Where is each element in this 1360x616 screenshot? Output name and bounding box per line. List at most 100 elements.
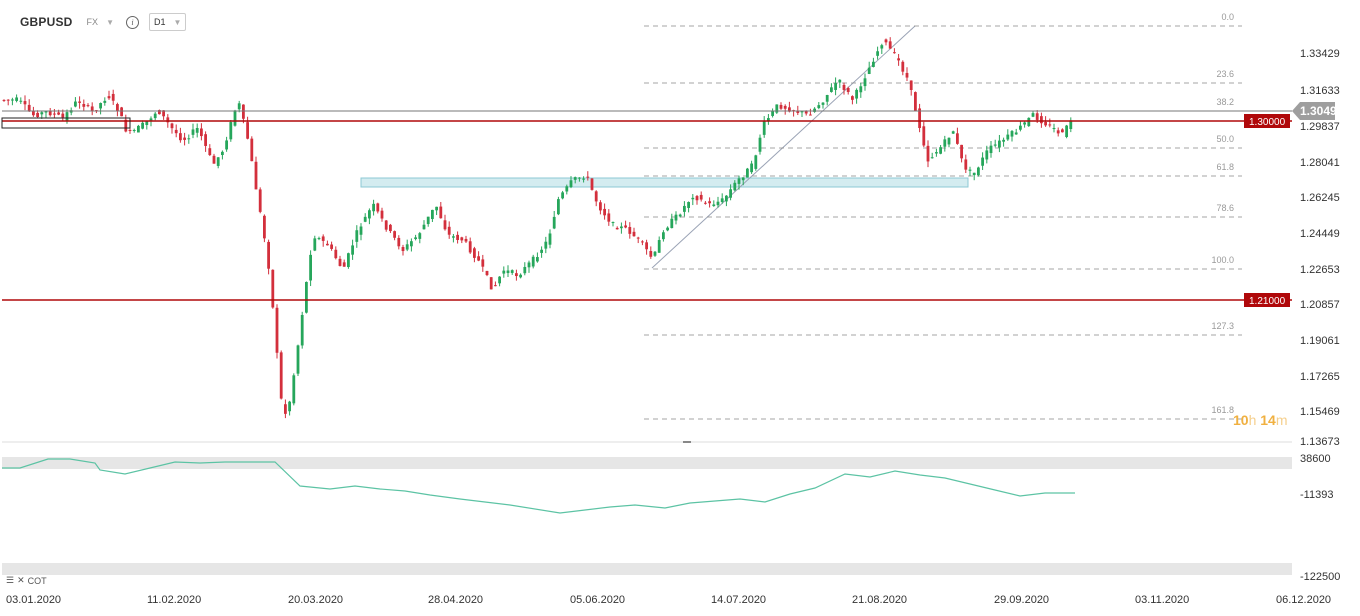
candle: [687, 201, 690, 213]
candle: [893, 48, 896, 54]
market-label: FX: [86, 17, 99, 27]
candle: [548, 229, 552, 249]
timeframe-select[interactable]: D1 ▼: [148, 13, 187, 31]
candle: [464, 235, 468, 243]
candle: [99, 102, 102, 115]
candle: [506, 265, 510, 278]
candle: [1031, 111, 1035, 118]
fib-trend-line[interactable]: [651, 25, 916, 269]
candle: [426, 216, 430, 227]
candle: [418, 231, 422, 244]
menu-icon[interactable]: ☰: [6, 575, 15, 585]
candle: [947, 137, 951, 148]
candle: [872, 57, 875, 68]
current-price-badge: 1.30498: [1292, 102, 1344, 120]
candle: [1023, 121, 1026, 128]
candle: [825, 94, 829, 106]
x-axis-date: 21.08.2020: [852, 594, 907, 606]
candle: [960, 144, 963, 163]
caret-down-icon[interactable]: ▼: [106, 17, 114, 27]
candle: [279, 350, 283, 400]
candle: [90, 102, 94, 116]
candle: [456, 231, 459, 244]
candle: [914, 91, 917, 112]
candle: [128, 128, 132, 134]
candle: [137, 124, 140, 133]
candle: [855, 88, 858, 104]
candle: [1002, 137, 1005, 147]
candle: [695, 194, 699, 205]
candle: [834, 77, 837, 96]
candle: [200, 123, 203, 141]
candle: [53, 109, 56, 118]
candle: [620, 222, 623, 234]
cot-legend[interactable]: ☰ ✕ COT: [6, 575, 47, 586]
x-axis-date: 03.01.2020: [6, 594, 61, 606]
candle: [779, 102, 783, 110]
candle: [956, 127, 959, 145]
candle: [334, 246, 338, 260]
candle: [515, 269, 518, 281]
candle: [989, 141, 993, 158]
candle: [477, 251, 480, 262]
candle: [11, 97, 14, 106]
cot-band-top: [2, 457, 1292, 469]
candle: [716, 196, 720, 208]
x-axis-date: 29.09.2020: [994, 594, 1049, 606]
candle: [23, 95, 27, 111]
candle: [657, 236, 661, 253]
candle: [183, 132, 186, 146]
countdown-hours: 10: [1233, 412, 1249, 428]
candle: [758, 134, 762, 155]
candle: [905, 67, 909, 82]
price-tick: 1.29837: [1300, 121, 1340, 133]
candle: [632, 227, 636, 237]
candle: [313, 235, 317, 252]
x-axis-date: 14.07.2020: [711, 594, 766, 606]
candle: [628, 222, 632, 239]
candle: [359, 223, 363, 241]
close-icon[interactable]: ✕: [17, 575, 25, 585]
range-box[interactable]: [1, 117, 131, 129]
demand-zone[interactable]: [360, 177, 969, 188]
candle: [977, 166, 980, 177]
candle: [683, 201, 686, 217]
candle: [636, 236, 640, 244]
candle: [498, 276, 501, 287]
symbol-label[interactable]: GBPUSD: [20, 15, 73, 29]
candle: [746, 167, 749, 178]
candle: [699, 191, 703, 202]
price-tick: 1.28041: [1300, 157, 1340, 169]
price-tick: 1.17265: [1300, 371, 1340, 383]
candle: [741, 177, 745, 186]
candle: [355, 225, 359, 248]
candle: [246, 116, 249, 140]
fib-level-label: 0.0: [1221, 12, 1234, 22]
candle: [363, 213, 367, 223]
candle: [645, 239, 648, 255]
candle: [6, 99, 10, 106]
candle: [1006, 129, 1010, 141]
candle: [82, 99, 86, 111]
candle: [254, 156, 258, 190]
cot-tick-top: 38600: [1300, 453, 1331, 465]
candle: [783, 104, 787, 115]
info-icon[interactable]: i: [125, 15, 139, 29]
candle: [968, 166, 972, 177]
candle: [821, 102, 825, 109]
candle: [107, 90, 111, 100]
candle: [754, 154, 758, 171]
candle: [1048, 118, 1052, 128]
price-tick: 1.31633: [1300, 85, 1340, 97]
candle: [519, 273, 522, 279]
candle: [229, 120, 233, 142]
candle: [267, 239, 270, 275]
candle: [36, 110, 39, 119]
chevron-down-icon: ▼: [173, 17, 182, 27]
candle: [78, 96, 81, 109]
candle: [410, 238, 413, 252]
candle: [116, 102, 119, 117]
candle: [44, 111, 48, 118]
